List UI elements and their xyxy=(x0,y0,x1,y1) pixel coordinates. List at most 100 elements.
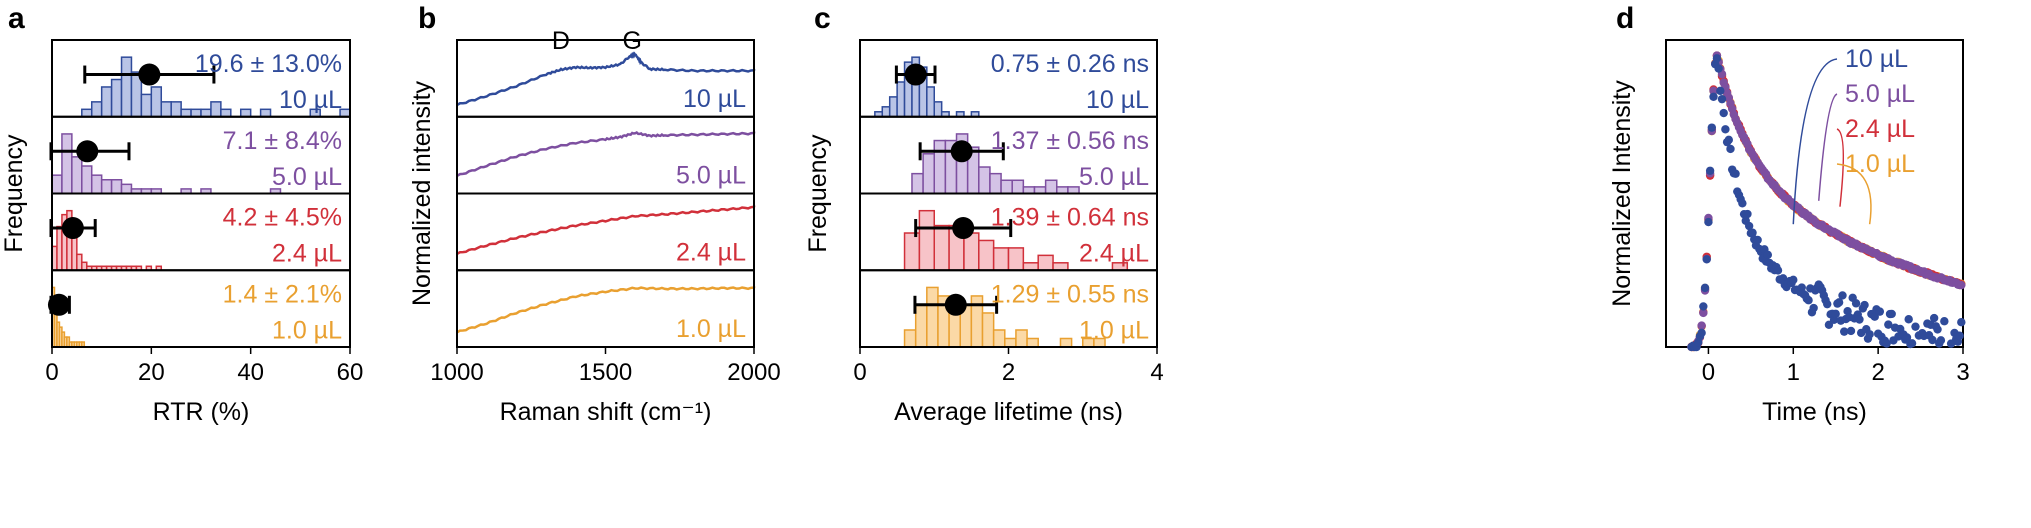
series-label: 1.0 µL xyxy=(676,315,746,343)
decay-point xyxy=(1929,313,1939,323)
panel-a-ylabel: Frequency xyxy=(0,134,28,253)
g-band-label: G xyxy=(623,27,642,55)
histogram-bar xyxy=(1015,329,1028,348)
panel-c-xaxis-tick-label: 0 xyxy=(853,359,866,386)
legend-leader-line xyxy=(1792,58,1838,225)
panel-c-subplot: 1.39 ± 0.64 ns 2.4 µL xyxy=(859,192,1158,272)
legend-leader-line xyxy=(1836,163,1872,225)
panel-a-mean-marker xyxy=(76,140,99,163)
panel-b-xaxis-tick-label: 1000 xyxy=(430,359,483,386)
decay-point xyxy=(1846,326,1856,336)
panel-d-series xyxy=(1687,54,1966,352)
series-label: 10 µL xyxy=(683,85,746,113)
histogram-bar xyxy=(1026,337,1039,348)
decay-point xyxy=(1884,320,1893,329)
histogram-bar xyxy=(71,156,83,195)
spectrum-line xyxy=(456,205,756,255)
decay-point xyxy=(1738,199,1747,208)
decay-point xyxy=(1716,86,1725,96)
panel-a-letter: a xyxy=(8,2,25,35)
decay-point xyxy=(1804,296,1813,305)
decay-point xyxy=(1721,125,1730,134)
histogram-bar xyxy=(100,86,113,118)
mean-sd-label: 1.4 ± 2.1% xyxy=(223,280,342,308)
panel-a-xaxis-tick-label: 60 xyxy=(337,359,364,386)
decay-point xyxy=(1707,123,1717,132)
histogram-bar xyxy=(61,133,73,195)
series-label: 2.4 µL xyxy=(1079,240,1149,268)
histogram-bar xyxy=(200,108,212,118)
histogram-bar xyxy=(1007,247,1025,272)
histogram-bar xyxy=(903,329,917,348)
panel-c-subplot: 0.75 ± 0.26 ns 10 µL xyxy=(859,39,1158,118)
decay-point xyxy=(1936,336,1946,345)
decay-point xyxy=(1902,333,1912,342)
panel-c-subplot: 1.29 ± 0.55 ns 1.0 µL xyxy=(859,269,1158,348)
decay-point xyxy=(1957,280,1966,290)
panel-d-ylabel: Normalized Intensity xyxy=(1608,80,1636,307)
histogram-bar xyxy=(992,329,1006,348)
series-label: 2.4 µL xyxy=(676,238,746,266)
decay-point xyxy=(1778,274,1788,283)
histogram-bar xyxy=(903,232,921,272)
decay-point xyxy=(1928,335,1937,345)
decay-point xyxy=(1865,330,1874,339)
decay-point xyxy=(1699,302,1708,311)
panel-a-subplot: 4.2 ± 4.5% 2.4 µL xyxy=(49,192,351,272)
panel-a-mean-marker xyxy=(138,63,161,86)
histogram-bar xyxy=(933,101,943,118)
panel-a-subplot: 1.4 ± 2.1% 1.0 µL xyxy=(47,269,351,348)
mean-sd-label: 1.29 ± 0.55 ns xyxy=(991,280,1149,308)
decay-point xyxy=(1709,92,1718,101)
decay-point xyxy=(1724,135,1733,145)
histogram-bar xyxy=(1037,254,1054,271)
histogram-bar xyxy=(1052,262,1069,271)
mean-sd-label: 1.37 ± 0.56 ns xyxy=(991,127,1149,155)
decay-point xyxy=(1748,228,1757,237)
decay-point xyxy=(1697,321,1706,330)
panel-d-letter: d xyxy=(1616,2,1634,35)
panel-c-mean-marker xyxy=(950,140,973,163)
decay-point xyxy=(1773,266,1783,275)
decay-point xyxy=(1840,327,1849,336)
panel-b-letter: b xyxy=(418,2,436,35)
histogram-bar xyxy=(81,165,93,195)
decay-point xyxy=(1831,309,1840,319)
series-label: 10 µL xyxy=(1086,86,1149,114)
histogram-bar xyxy=(210,101,222,118)
histogram-bar xyxy=(992,247,1010,272)
spectrum-line xyxy=(456,286,756,334)
series-label: 5.0 µL xyxy=(1079,163,1149,191)
mean-sd-label: 7.1 ± 8.4% xyxy=(223,127,342,155)
histogram-bar xyxy=(170,101,182,118)
spectrum-line xyxy=(456,130,756,178)
histogram-bar xyxy=(51,174,63,195)
decay-point xyxy=(1731,169,1740,178)
histogram-bar xyxy=(1059,337,1073,348)
histogram-bar xyxy=(220,108,232,118)
legend-leader-line xyxy=(1836,128,1845,207)
series-label: 5.0 µL xyxy=(272,163,342,191)
panel-c-ylabel: Frequency xyxy=(804,134,832,253)
histogram-bar xyxy=(888,96,898,118)
mean-sd-label: 4.2 ± 4.5% xyxy=(223,204,342,232)
legend-label: 5.0 µL xyxy=(1845,80,1915,108)
histogram-bar xyxy=(933,224,950,271)
histogram-bar xyxy=(239,108,252,118)
histogram-bar xyxy=(1011,179,1025,195)
histogram-bar xyxy=(110,179,123,195)
panel-c-mean-marker xyxy=(944,293,967,316)
histogram-bar xyxy=(1004,337,1017,348)
decay-point xyxy=(1809,303,1818,313)
decay-point xyxy=(1717,94,1727,104)
panel-c-mean-marker xyxy=(904,63,927,86)
decay-point xyxy=(1855,315,1864,324)
panel-d-xaxis-tick-label: 2 xyxy=(1871,359,1884,386)
histogram-bar xyxy=(989,172,1002,195)
decay-point xyxy=(1719,108,1728,118)
histogram-bar xyxy=(120,183,133,195)
decay-point xyxy=(1907,339,1917,348)
panel-d-xaxis-tick-label: 1 xyxy=(1787,359,1800,386)
legend-label: 10 µL xyxy=(1845,45,1908,73)
decay-point xyxy=(1743,209,1752,219)
